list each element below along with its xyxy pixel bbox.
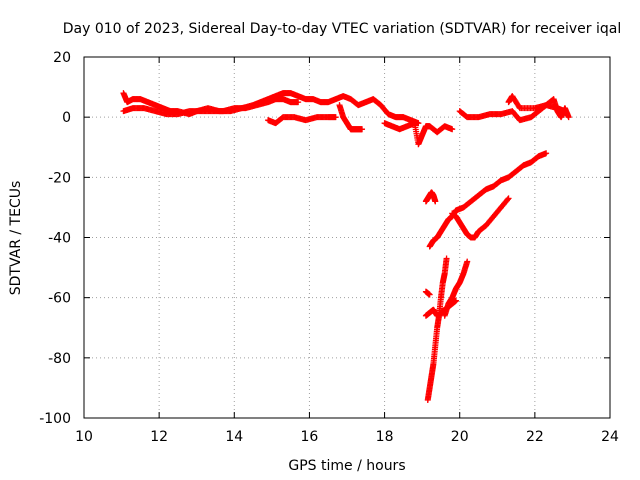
data-point	[452, 297, 459, 304]
data-point	[332, 114, 339, 121]
y-tick-label: -20	[48, 170, 71, 186]
y-tick-labels: -100 -80 -60 -40 -20 0 20	[39, 50, 71, 427]
data-point	[543, 150, 550, 157]
plot-frame	[83, 56, 611, 419]
y-tick-label: -60	[48, 291, 71, 307]
data-point	[505, 195, 512, 202]
data-point	[426, 291, 433, 298]
data-point	[295, 99, 302, 106]
y-tick-label: -80	[48, 351, 71, 367]
x-tick-label: 14	[225, 429, 243, 445]
x-tick-label: 24	[601, 429, 619, 445]
data-points	[120, 90, 572, 403]
x-tick-label: 10	[75, 429, 93, 445]
x-tick-label: 22	[526, 429, 544, 445]
data-point	[565, 114, 572, 121]
x-axis-label: GPS time / hours	[288, 458, 405, 474]
data-point	[359, 126, 366, 133]
data-point	[504, 196, 511, 203]
x-tick-label: 18	[376, 429, 394, 445]
data-point	[449, 126, 456, 133]
data-point	[443, 255, 450, 262]
x-tick-label: 12	[150, 429, 168, 445]
data-point	[464, 258, 471, 265]
x-tick-label: 20	[451, 429, 469, 445]
chart-title: Day 010 of 2023, Sidereal Day-to-day VTE…	[63, 21, 621, 37]
y-tick-label: 20	[53, 50, 71, 66]
y-tick-label: -100	[39, 411, 71, 427]
x-tick-label: 16	[301, 429, 319, 445]
y-tick-label: 0	[62, 110, 71, 126]
y-tick-label: -40	[48, 231, 71, 247]
y-axis-label: SDTVAR / TECUs	[8, 181, 24, 296]
data-point	[432, 198, 439, 205]
x-tick-labels: 10 12 14 16 18 20 22 24	[75, 429, 619, 445]
